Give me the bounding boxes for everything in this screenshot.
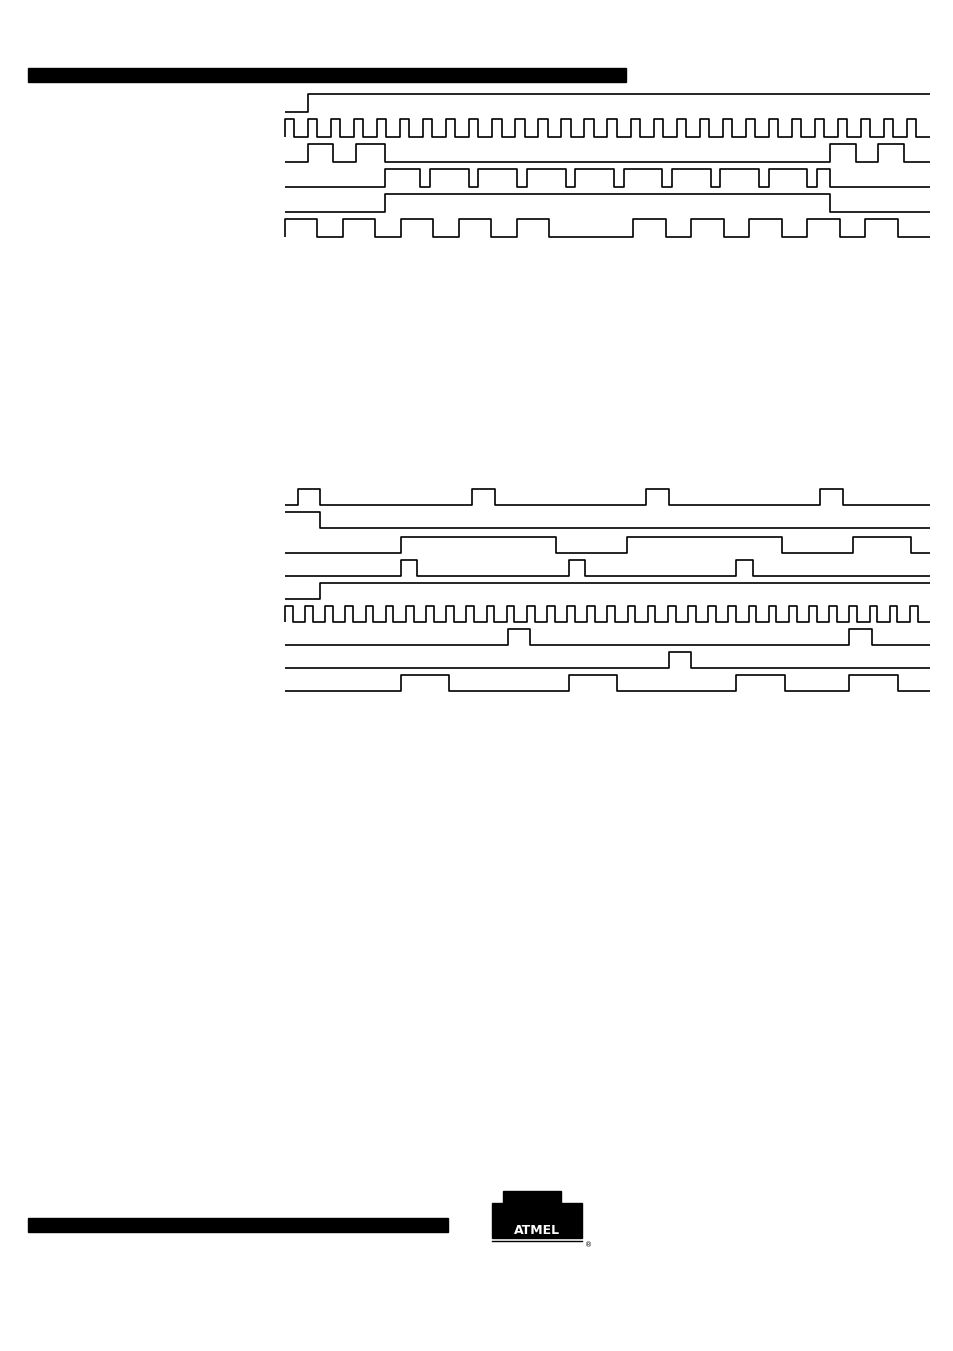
Text: ®: ® bbox=[584, 1243, 592, 1248]
Bar bbox=[492, 1202, 581, 1238]
Bar bbox=[28, 1219, 448, 1232]
Bar bbox=[28, 68, 625, 82]
Text: ATMEL: ATMEL bbox=[514, 1224, 559, 1238]
Bar bbox=[502, 1190, 560, 1202]
